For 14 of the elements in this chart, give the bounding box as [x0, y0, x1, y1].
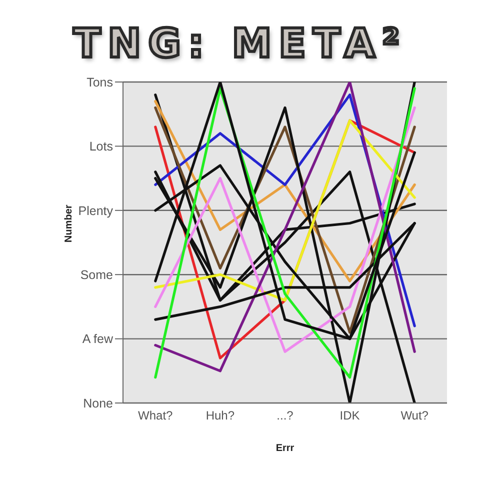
chart-title: TNG: META²	[72, 20, 408, 69]
x-tick-label: IDK	[340, 408, 360, 423]
x-tick-label: What?	[138, 408, 174, 423]
category-label: Plenty	[78, 204, 113, 218]
y-axis-title: Number	[64, 204, 75, 242]
x-tick-label: ...?	[276, 408, 294, 423]
category-label: None	[83, 396, 113, 410]
category-label: Tons	[86, 75, 113, 90]
x-axis-title: Errr	[276, 443, 294, 454]
category-label: A few	[82, 332, 113, 346]
x-tick-label: Wut?	[400, 408, 429, 423]
x-tick-label: Huh?	[206, 408, 235, 423]
category-label: Some	[80, 268, 113, 282]
category-label: Lots	[89, 140, 113, 154]
